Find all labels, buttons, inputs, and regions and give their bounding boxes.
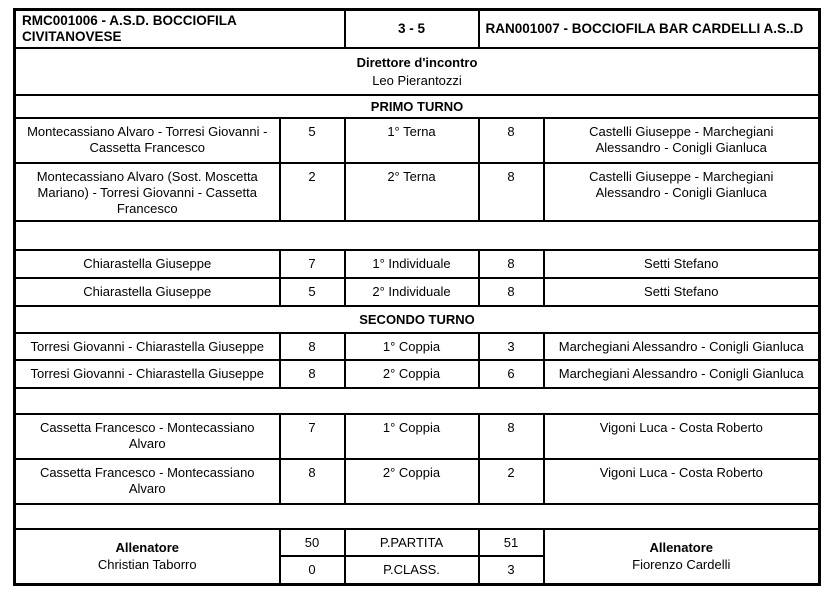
away-score: 8 — [477, 249, 545, 279]
scoreboard-row: RMC001006 - A.S.D. BOCCIOFILA CIVITANOVE… — [13, 8, 821, 49]
home-players: Chiarastella Giuseppe — [13, 277, 281, 307]
points-class-label: P.CLASS. — [343, 555, 480, 585]
points-partita-label: P.PARTITA — [343, 528, 480, 557]
match-row: Cassetta Francesco - Montecassiano Alvar… — [13, 458, 821, 505]
event-type: 2° Coppia — [343, 458, 480, 505]
away-players: Setti Stefano — [542, 249, 821, 279]
home-score: 8 — [278, 332, 346, 361]
away-score: 3 — [477, 332, 545, 361]
away-score: 8 — [477, 277, 545, 307]
home-players: Montecassiano Alvaro - Torresi Giovanni … — [13, 117, 281, 164]
match-score: 3 - 5 — [343, 8, 480, 49]
director-name: Leo Pierantozzi — [372, 72, 462, 88]
away-team-header: RAN001007 - BOCCIOFILA BAR CARDELLI A.S.… — [477, 8, 821, 49]
away-players: Marchegiani Alessandro - Conigli Gianluc… — [542, 332, 821, 361]
section-row: SECONDO TURNO — [13, 305, 821, 334]
away-score: 8 — [477, 117, 545, 164]
match-row: Cassetta Francesco - Montecassiano Alvar… — [13, 413, 821, 460]
home-points-class: 0 — [278, 555, 346, 585]
event-type: 1° Individuale — [343, 249, 480, 279]
home-players: Torresi Giovanni - Chiarastella Giuseppe — [13, 332, 281, 361]
home-players: Chiarastella Giuseppe — [13, 249, 281, 279]
away-score: 2 — [477, 458, 545, 505]
home-score: 2 — [278, 162, 346, 222]
totals-row: Allenatore Christian Taborro 50 P.PARTIT… — [13, 528, 821, 585]
away-players: Vigoni Luca - Costa Roberto — [542, 458, 821, 505]
match-row: Montecassiano Alvaro - Torresi Giovanni … — [13, 117, 821, 164]
match-report-table: RMC001006 - A.S.D. BOCCIOFILA CIVITANOVE… — [13, 8, 822, 586]
event-type: 1° Coppia — [343, 332, 480, 361]
away-players: Vigoni Luca - Costa Roberto — [542, 413, 821, 460]
away-points-partita: 51 — [477, 528, 545, 557]
away-score: 8 — [477, 162, 545, 222]
director-label: Direttore d'incontro — [356, 54, 478, 70]
home-players: Cassetta Francesco - Montecassiano Alvar… — [13, 413, 281, 460]
spacer-row — [13, 503, 821, 530]
event-type: 1° Coppia — [343, 413, 480, 460]
away-coach-cell: Allenatore Fiorenzo Cardelli — [542, 528, 821, 585]
totals-row: 0 P.CLASS. 3 — [15, 555, 820, 585]
home-score: 8 — [278, 359, 346, 389]
section-row: PRIMO TURNO — [13, 94, 821, 119]
director-cell: Direttore d'incontro Leo Pierantozzi — [13, 47, 821, 96]
home-score: 5 — [278, 117, 346, 164]
match-row: Chiarastella Giuseppe 7 1° Individuale 8… — [13, 249, 821, 279]
director-row: Direttore d'incontro Leo Pierantozzi — [13, 47, 821, 96]
away-coach-name: Fiorenzo Cardelli — [632, 557, 731, 573]
home-coach-label: Allenatore — [115, 540, 180, 556]
event-type: 2° Terna — [343, 162, 480, 222]
away-players: Castelli Giuseppe - Marchegiani Alessand… — [542, 117, 821, 164]
home-coach-cell: Allenatore Christian Taborro — [13, 528, 281, 585]
home-players: Torresi Giovanni - Chiarastella Giuseppe — [13, 359, 281, 389]
spacer-cell — [13, 503, 821, 530]
spacer-row — [13, 220, 821, 251]
spacer-cell — [13, 220, 821, 251]
home-score: 8 — [278, 458, 346, 505]
home-players: Montecassiano Alvaro (Sost. Moscetta Mar… — [13, 162, 281, 222]
away-score: 6 — [477, 359, 545, 389]
away-points-class: 3 — [477, 555, 545, 585]
spacer-row — [13, 387, 821, 415]
event-type: 2° Individuale — [343, 277, 480, 307]
event-type: 2° Coppia — [343, 359, 480, 389]
match-row: Chiarastella Giuseppe 5 2° Individuale 8… — [13, 277, 821, 307]
section-primo-turno: PRIMO TURNO — [13, 94, 821, 119]
home-points-partita: 50 — [278, 528, 346, 557]
match-row: Torresi Giovanni - Chiarastella Giuseppe… — [13, 332, 821, 361]
away-players: Setti Stefano — [542, 277, 821, 307]
away-players: Marchegiani Alessandro - Conigli Gianluc… — [542, 359, 821, 389]
home-coach-name: Christian Taborro — [97, 557, 197, 573]
event-type: 1° Terna — [343, 117, 480, 164]
home-players: Cassetta Francesco - Montecassiano Alvar… — [13, 458, 281, 505]
match-row: Montecassiano Alvaro (Sost. Moscetta Mar… — [13, 162, 821, 222]
away-players: Castelli Giuseppe - Marchegiani Alessand… — [542, 162, 821, 222]
away-score: 8 — [477, 413, 545, 460]
section-secondo-turno: SECONDO TURNO — [13, 305, 821, 334]
home-score: 7 — [278, 413, 346, 460]
match-row: Torresi Giovanni - Chiarastella Giuseppe… — [13, 359, 821, 389]
home-score: 7 — [278, 249, 346, 279]
home-team-header: RMC001006 - A.S.D. BOCCIOFILA CIVITANOVE… — [13, 8, 346, 49]
spacer-cell — [13, 387, 821, 415]
away-coach-label: Allenatore — [649, 540, 714, 556]
home-score: 5 — [278, 277, 346, 307]
